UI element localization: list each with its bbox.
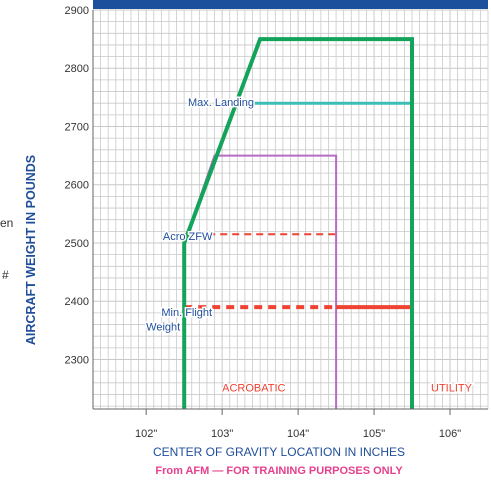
y-tick-label: 2700 (65, 121, 89, 133)
x-tick-label: 103" (211, 428, 233, 440)
annotation-utility: UTILITY (431, 383, 473, 395)
grid (92, 9, 489, 409)
annotation-layer: Max. Landing Acro ZFW Min. Flight Weight ACR… (145, 96, 474, 396)
chart-subtitle: From AFM — FOR TRAINING PURPOSES ONLY (155, 465, 403, 477)
x-axis-label: CENTER OF GRAVITY LOCATION IN INCHES (153, 445, 405, 459)
annotation-acrobatic: ACROBATIC (222, 383, 285, 395)
axes: 2300 2400 2500 2600 2700 2800 2900 102" 103" 104"… (65, 5, 488, 440)
annotation-min-flight: Min. Flight (161, 307, 212, 319)
x-tick-label: 104" (287, 428, 309, 440)
margin-fragment-en: en (0, 216, 14, 230)
annotation-acro-zfw: Acro ZFW (163, 231, 213, 243)
x-tick-label: 102" (135, 428, 157, 440)
header-bar (93, 0, 488, 9)
margin-fragment-hash: # (2, 268, 9, 282)
y-tick-label: 2400 (65, 296, 89, 308)
y-tick-label: 2300 (65, 354, 89, 366)
series-utility (182, 37, 414, 409)
y-tick-label: 2900 (65, 5, 89, 17)
y-axis-label: AIRCRAFT WEIGHT IN POUNDS (24, 155, 38, 345)
x-tick-label: 106" (439, 428, 461, 440)
y-tick-label: 2800 (65, 63, 89, 75)
annotation-max-landing: Max. Landing (188, 97, 254, 109)
cutoff-mark-1 (0, 92, 10, 102)
y-tick-label: 2600 (65, 180, 89, 192)
x-tick-label: 105" (363, 428, 385, 440)
y-tick-label: 2500 (65, 238, 89, 250)
cutoff-mark-2 (0, 193, 10, 203)
annotation-weight: Weight (146, 321, 180, 333)
series-layer (182, 37, 414, 409)
